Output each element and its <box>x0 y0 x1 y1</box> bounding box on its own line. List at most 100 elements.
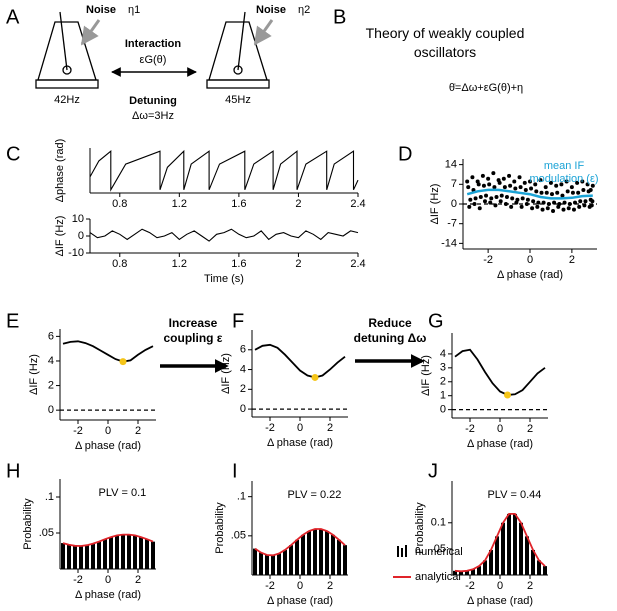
x-tick-label: 0 <box>105 425 111 437</box>
scatter-point <box>477 206 482 211</box>
x-tick-label: 2 <box>527 423 533 435</box>
panel-label: J <box>428 460 438 482</box>
x-tick-label: -2 <box>265 580 275 592</box>
y-axis-label: ΔIF (Hz) <box>420 355 432 396</box>
scatter-point <box>582 203 587 208</box>
scatter-point <box>530 206 535 211</box>
legend-swatch <box>397 546 399 557</box>
scatter-point <box>494 194 499 199</box>
histogram-bar <box>537 560 541 575</box>
detuning-label: Detuning <box>129 95 177 107</box>
scatter-point <box>551 209 556 214</box>
panel-label: F <box>232 310 244 332</box>
scatter-point <box>575 180 580 185</box>
histogram-bar <box>519 522 523 575</box>
metronome-left <box>35 11 99 89</box>
scatter-point <box>540 207 545 212</box>
x-tick-label: 0 <box>497 423 503 435</box>
scatter-point <box>489 196 494 201</box>
chart-title: PLV = 0.1 <box>98 487 146 499</box>
x-axis-label: Δ phase (rad) <box>467 595 533 607</box>
scatter-point <box>562 200 567 205</box>
histogram-bar <box>495 536 499 575</box>
x-tick-label: 0 <box>297 422 303 434</box>
x-axis-label: Δ phase (rad) <box>267 437 333 449</box>
histogram-bar <box>253 548 257 575</box>
x-tick-label: 2 <box>327 580 333 592</box>
x-tick-label: 2.4 <box>350 198 365 210</box>
metronome-right <box>206 11 270 89</box>
scatter-point <box>525 197 530 202</box>
y-tick-label: 7 <box>451 178 457 190</box>
scatter-point <box>468 197 473 202</box>
y-tick-label: -7 <box>447 218 457 230</box>
histogram-bar <box>319 529 323 575</box>
scatter-point <box>585 182 590 187</box>
scatter-point <box>491 171 496 176</box>
scatter-point <box>466 185 471 190</box>
scatter-point <box>523 187 528 192</box>
step-label: Increase coupling ε <box>163 316 223 345</box>
scatter-point <box>486 176 491 181</box>
legend: numerical analytical <box>393 545 463 583</box>
x-axis-label: Δ phase (rad) <box>497 269 563 281</box>
scatter-point <box>513 186 518 191</box>
panel-label: H <box>6 460 20 482</box>
scatter-point <box>515 197 520 202</box>
histogram-bar <box>531 549 535 575</box>
scatter-point <box>492 185 497 190</box>
y-tick-label: 4 <box>48 355 54 367</box>
scatter-point <box>528 179 532 184</box>
scatter-point <box>481 183 486 188</box>
histogram-bar <box>507 513 511 575</box>
histogram-bar <box>79 545 83 569</box>
panel-label: C <box>6 143 20 165</box>
scatter-point <box>580 179 585 184</box>
y-axis-label: Δphase (rad) <box>54 139 66 203</box>
scatter-point <box>520 196 525 201</box>
noise-eta: η2 <box>298 4 310 16</box>
histogram-bar <box>313 529 317 575</box>
scatter-point <box>507 173 512 178</box>
legend-swatch <box>401 548 403 557</box>
histogram-bar <box>91 543 95 569</box>
y-tick-label: 2 <box>48 379 54 391</box>
scatter-point <box>529 186 534 191</box>
scatter-point <box>567 202 572 206</box>
frequency: 42Hz <box>54 94 80 106</box>
histogram-bar <box>331 534 335 575</box>
scatter-point <box>484 193 489 198</box>
histogram-bar <box>73 545 77 569</box>
histogram-bar <box>459 571 463 575</box>
x-axis-label: Δ phase (rad) <box>467 438 533 450</box>
x-tick-label: 0 <box>297 580 303 592</box>
y-axis-label: Probability <box>214 502 226 554</box>
x-tick-label: 0.8 <box>112 258 127 270</box>
y-tick-label: 0 <box>451 198 457 210</box>
scatter-point <box>590 199 595 204</box>
scatter-point <box>509 204 514 209</box>
scatter-point <box>566 206 571 211</box>
scatter-point <box>478 194 483 199</box>
noise-eta: η1 <box>128 4 140 16</box>
histogram-bar <box>325 531 329 575</box>
scatter-point <box>549 192 554 197</box>
x-tick-label: 1.2 <box>172 198 187 210</box>
histogram-bar <box>61 543 65 569</box>
x-tick-label: 2 <box>135 574 141 586</box>
y-tick-label: 1 <box>440 390 446 402</box>
scatter-point <box>559 182 564 187</box>
x-tick-label: 1.2 <box>172 258 187 270</box>
scatter-point <box>533 182 538 187</box>
scatter-point <box>578 199 583 204</box>
mean-line <box>466 188 593 200</box>
y-tick-label: 0.1 <box>431 517 446 529</box>
analytical-curve <box>254 528 346 557</box>
scatter-point <box>498 199 503 204</box>
y-tick-label: 10 <box>72 213 84 225</box>
highlight-point <box>311 373 319 381</box>
y-tick-label: .05 <box>39 527 54 539</box>
histogram-bar <box>525 536 529 575</box>
x-tick-label: -2 <box>483 254 493 266</box>
histogram-bar <box>265 555 269 575</box>
